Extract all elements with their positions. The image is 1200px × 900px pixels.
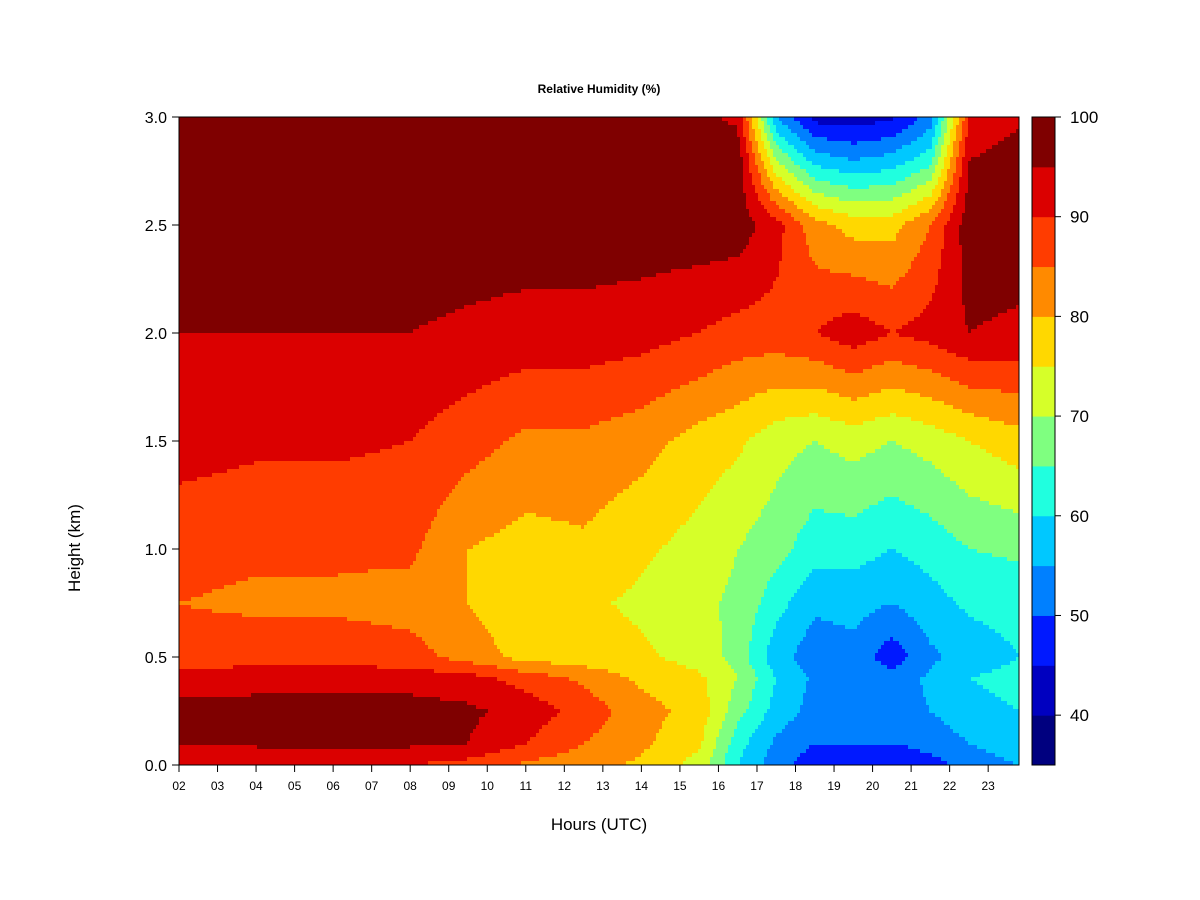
heatmap-field — [179, 117, 1020, 766]
chart-title: Relative Humidity (%) — [538, 82, 661, 96]
